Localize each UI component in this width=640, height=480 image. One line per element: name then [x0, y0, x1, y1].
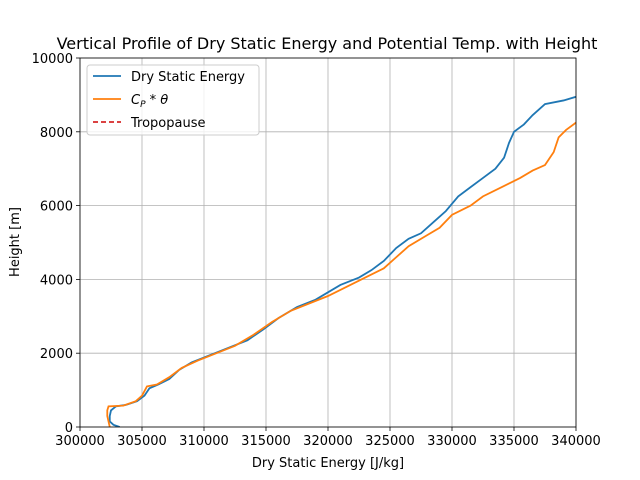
series-line-1: [106, 121, 576, 427]
legend-box: [86, 64, 260, 136]
x-tick-label: 325000: [365, 434, 415, 449]
series-layer: [106, 95, 576, 427]
x-tick-label: 300000: [55, 434, 105, 449]
legend: Dry Static Energy CP * θ Tropopause: [86, 64, 260, 136]
tick-layer: 300000 305000 310000 315000 320000 325000 3300…: [32, 52, 601, 449]
x-tick-label: 305000: [117, 434, 167, 449]
x-tick-label: 335000: [489, 434, 539, 449]
y-tick-label: 0: [65, 421, 73, 436]
legend-entry: Tropopause: [130, 116, 205, 131]
y-tick-label: 6000: [40, 200, 73, 215]
legend-entry: CP * θ: [131, 93, 168, 110]
x-tick-label: 340000: [551, 434, 601, 449]
y-tick-label: 4000: [40, 273, 73, 288]
x-tick-label: 315000: [241, 434, 291, 449]
grid-layer: [79, 57, 577, 428]
y-axis-label: Height [m]: [8, 207, 23, 277]
x-tick-label: 320000: [303, 434, 353, 449]
x-tick-label: 330000: [427, 434, 477, 449]
y-tick-label: 2000: [40, 347, 73, 362]
y-tick-label: 8000: [40, 126, 73, 141]
chart-title: Vertical Profile of Dry Static Energy an…: [57, 34, 598, 53]
y-tick-label: 10000: [32, 52, 73, 67]
series-line-0: [108, 95, 576, 427]
x-axis-label: Dry Static Energy [J/kg]: [252, 456, 404, 471]
legend-entry: Dry Static Energy: [131, 70, 245, 85]
x-tick-label: 310000: [179, 434, 229, 449]
